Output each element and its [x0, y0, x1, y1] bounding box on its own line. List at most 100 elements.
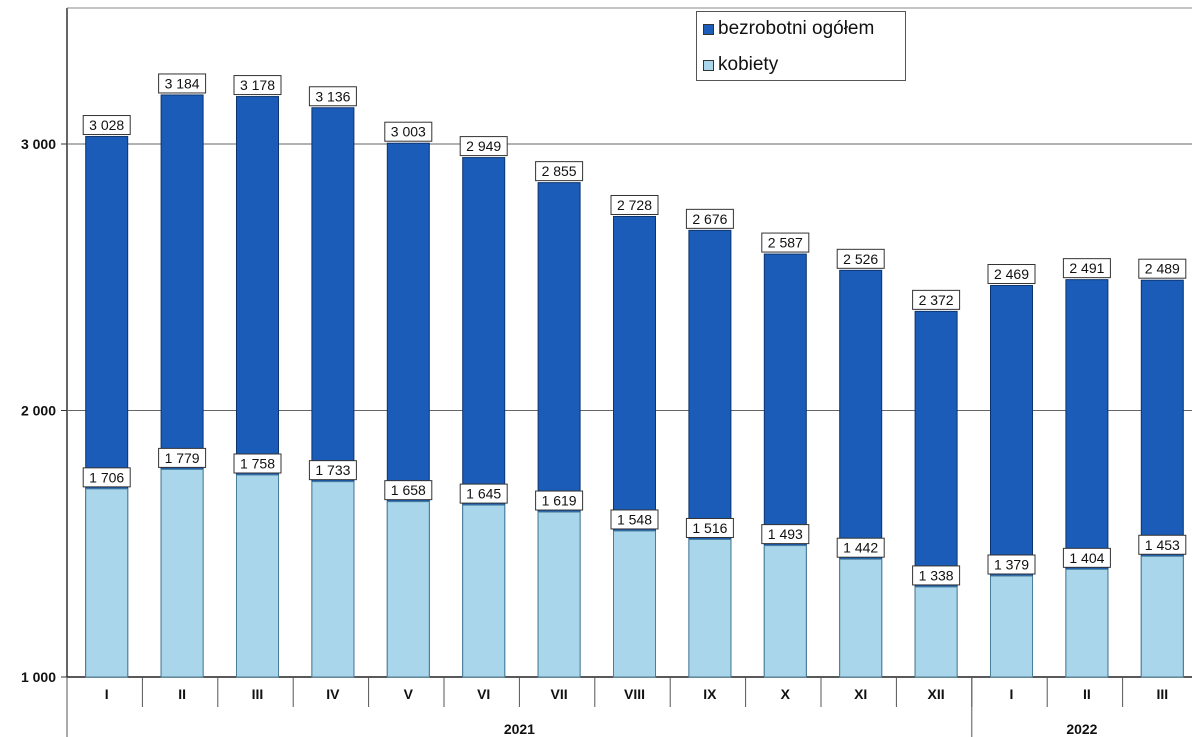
- bar-women: [914, 586, 958, 678]
- bar-women: [1140, 555, 1184, 678]
- data-label-total: 2 469: [994, 266, 1029, 282]
- data-label-total: 2 372: [919, 292, 954, 308]
- x-group-label: 2021: [504, 721, 535, 737]
- data-label-women: 1 706: [89, 469, 124, 485]
- data-label-total: 2 949: [466, 138, 501, 154]
- data-label-total: 2 491: [1069, 260, 1104, 276]
- x-tick-label: IX: [703, 686, 717, 702]
- data-label-women: 1 516: [692, 520, 727, 536]
- bar-women: [311, 481, 355, 678]
- data-label-total-box: [1138, 258, 1187, 279]
- data-label-women-box: [158, 447, 207, 468]
- x-tick-label: XII: [928, 686, 945, 702]
- data-label-women: 1 493: [768, 526, 803, 542]
- data-label-total-box: [1062, 258, 1111, 279]
- data-label-women-box: [535, 490, 584, 511]
- data-label-total-box: [384, 121, 433, 142]
- legend-label-women: kobiety: [718, 54, 779, 75]
- data-label-total-box: [158, 73, 207, 94]
- bar-women: [613, 530, 656, 678]
- y-tick-label: 3 000: [21, 136, 56, 152]
- x-tick-label: VII: [551, 686, 568, 702]
- data-label-total: 2 855: [542, 163, 577, 179]
- data-label-women: 1 442: [843, 540, 878, 556]
- data-label-women: 1 548: [617, 511, 652, 527]
- data-label-women-box: [384, 480, 433, 501]
- data-label-women-box: [82, 467, 131, 488]
- data-label-total-box: [233, 75, 282, 96]
- data-label-total: 2 526: [843, 251, 878, 267]
- data-label-women: 1 379: [994, 556, 1029, 572]
- data-label-women: 1 658: [391, 482, 426, 498]
- data-label-total-box: [535, 161, 584, 182]
- data-label-total: 2 587: [768, 235, 803, 251]
- data-label-total-box: [685, 208, 734, 229]
- bar-women: [236, 474, 279, 678]
- x-tick-label: XI: [854, 686, 867, 702]
- x-tick-label: III: [1156, 686, 1168, 702]
- data-label-women: 1 404: [1069, 550, 1104, 566]
- data-label-total-box: [610, 194, 659, 215]
- x-tick-label: VIII: [624, 686, 645, 702]
- legend-label-total: bezrobotni ogółem: [718, 18, 875, 39]
- data-label-total-box: [987, 264, 1036, 285]
- data-label-women: 1 453: [1145, 537, 1180, 553]
- data-label-women: 1 645: [466, 486, 501, 502]
- data-label-total-box: [459, 136, 508, 157]
- x-tick-label: V: [404, 686, 414, 702]
- x-group-label: 2022: [1066, 721, 1097, 737]
- data-label-women: 1 338: [919, 567, 954, 583]
- x-tick-label: VI: [477, 686, 490, 702]
- x-tick-label: II: [178, 686, 186, 702]
- bar-women: [839, 558, 883, 678]
- bar-women: [688, 538, 732, 678]
- data-label-total: 2 728: [617, 197, 652, 213]
- data-label-women: 1 733: [315, 462, 350, 478]
- data-label-total: 2 676: [692, 211, 727, 227]
- bar-women: [537, 511, 581, 678]
- data-label-total: 3 028: [89, 117, 124, 133]
- legend-item-women: kobiety: [703, 50, 778, 80]
- x-tick-label: IV: [326, 686, 340, 702]
- data-label-women-box: [761, 524, 810, 545]
- bar-women: [1065, 568, 1109, 678]
- data-label-women-box: [836, 537, 885, 558]
- bar-women: [85, 488, 129, 678]
- data-label-women-box: [987, 554, 1036, 575]
- data-label-total-box: [308, 86, 357, 107]
- bar-women: [990, 575, 1033, 678]
- data-label-total: 2 489: [1145, 261, 1180, 277]
- x-tick-label: II: [1083, 686, 1091, 702]
- data-label-total-box: [912, 289, 961, 310]
- data-label-women-box: [685, 517, 734, 538]
- data-label-women: 1 779: [165, 450, 200, 466]
- data-label-women-box: [1062, 547, 1111, 568]
- legend-swatch-total: [703, 23, 714, 35]
- chart-legend: bezrobotni ogółem kobiety: [696, 11, 906, 81]
- data-label-women-box: [912, 565, 961, 586]
- data-label-women-box: [233, 453, 282, 474]
- data-label-total-box: [836, 248, 885, 269]
- data-label-total: 3 136: [315, 88, 350, 104]
- data-label-women: 1 758: [240, 455, 275, 471]
- bar-women: [462, 504, 506, 678]
- y-tick-label: 1 000: [21, 669, 56, 685]
- x-tick-label: I: [105, 686, 109, 702]
- y-tick-label: 2 000: [21, 403, 56, 419]
- data-label-total-box: [82, 115, 131, 136]
- legend-swatch-women: [703, 59, 714, 71]
- bar-women: [763, 545, 807, 678]
- data-label-women-box: [459, 483, 508, 504]
- legend-item-total: bezrobotni ogółem: [703, 14, 874, 44]
- data-label-women-box: [308, 460, 357, 481]
- data-label-total: 3 178: [240, 77, 275, 93]
- x-tick-label: X: [781, 686, 791, 702]
- data-label-women-box: [1138, 534, 1187, 555]
- data-label-women-box: [610, 509, 659, 530]
- data-label-total: 3 003: [391, 124, 426, 140]
- data-label-total: 3 184: [165, 75, 200, 91]
- data-label-women: 1 619: [542, 493, 577, 509]
- data-label-total-box: [761, 232, 810, 253]
- x-tick-label: I: [1010, 686, 1014, 702]
